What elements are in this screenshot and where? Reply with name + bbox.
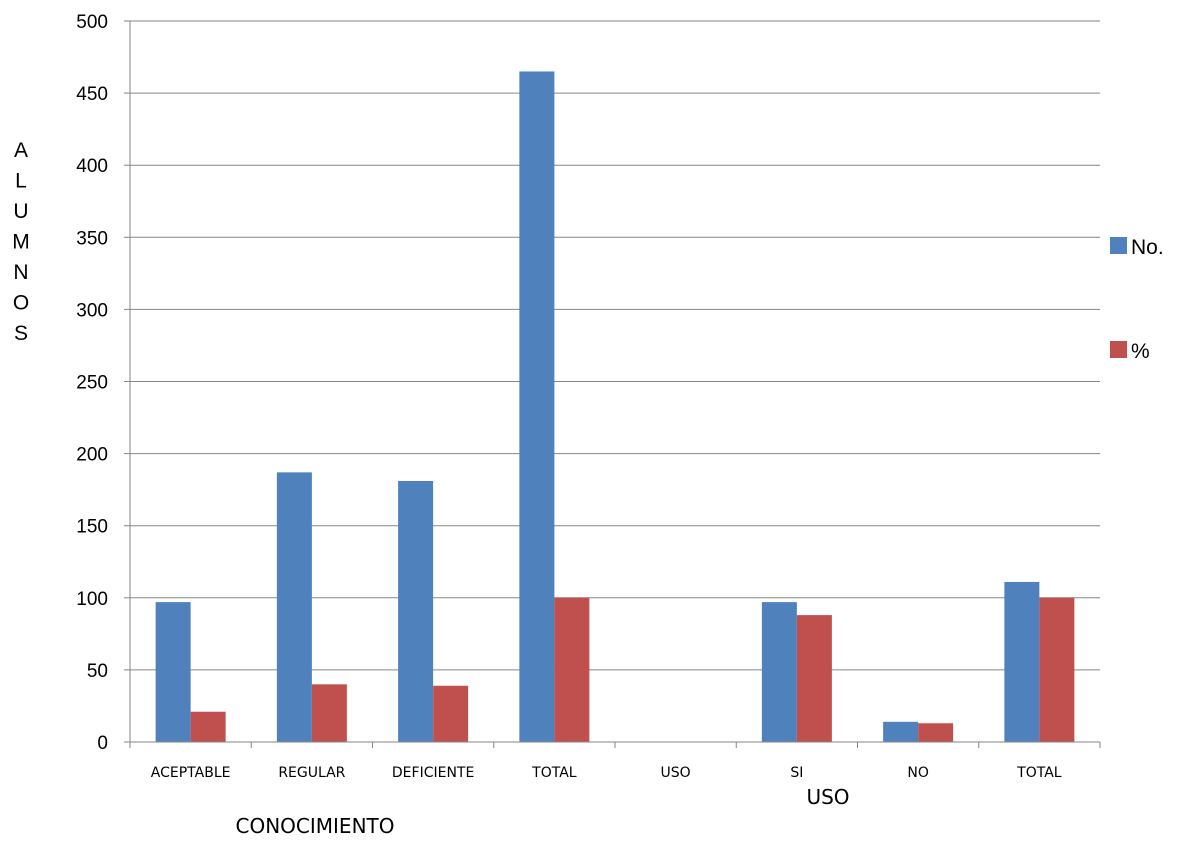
y-tick-label: 150 [76, 517, 108, 538]
bars [155, 71, 1075, 743]
y-axis-label-letter: U [13, 200, 28, 223]
legend-label-percent: % [1131, 340, 1150, 363]
y-axis-label-letter: A [14, 139, 28, 162]
x-category-labels: ACEPTABLE REGULAR DEFICIENTE TOTAL USO SI NO TO… [151, 765, 1062, 781]
y-tick-label: 450 [76, 84, 108, 105]
bar-percent-1 [190, 711, 226, 742]
group-label-conocimiento: CONOCIMIENTO [236, 814, 395, 838]
x-category-label: NO [907, 765, 929, 781]
bar-no-8 [1004, 581, 1040, 742]
x-category-label: USO [661, 765, 691, 781]
y-tick-label: 350 [76, 228, 108, 249]
y-tick-label: 200 [76, 445, 108, 466]
bar-no-6 [761, 602, 797, 742]
x-category-label: TOTAL [1016, 765, 1062, 781]
y-tick-label: 250 [76, 373, 108, 394]
bar-no-1 [155, 602, 191, 742]
bar-percent-2 [311, 684, 347, 742]
y-tick-label: 300 [76, 300, 108, 321]
legend-swatch-no [1110, 237, 1127, 254]
y-axis-label-letter: S [14, 322, 28, 345]
y-tick-label: 400 [76, 156, 108, 177]
legend-label-no: No. [1131, 236, 1164, 259]
legend: No.% [1110, 236, 1164, 363]
y-axis-label-letter: M [12, 231, 30, 254]
y-axis-label-letter: N [13, 261, 28, 284]
bar-percent-6 [796, 615, 832, 742]
group-label-uso: USO [806, 785, 849, 809]
y-tick-labels: 0 50 100 150 200 250 300 350 400 450 500 [76, 12, 108, 754]
bar-percent-8 [1039, 597, 1075, 742]
bar-percent-7 [918, 723, 954, 742]
y-axis-label-letter: L [15, 170, 27, 193]
x-category-label: SI [790, 765, 803, 781]
x-category-label: ACEPTABLE [151, 765, 231, 781]
x-category-label: REGULAR [278, 765, 345, 781]
bar-percent-4 [554, 597, 590, 742]
x-category-label: DEFICIENTE [392, 765, 474, 781]
bar-percent-3 [433, 685, 469, 742]
gridlines [130, 20, 1100, 671]
bar-no-4 [519, 71, 555, 743]
y-axis-label-letter: O [13, 292, 29, 315]
legend-swatch-percent [1110, 341, 1127, 358]
bar-no-2 [276, 472, 312, 742]
y-tick-label: 500 [76, 12, 108, 33]
y-tick-label: 0 [97, 733, 108, 754]
y-tick-label: 50 [87, 661, 108, 682]
y-tick-label: 100 [76, 589, 108, 610]
bar-no-3 [398, 480, 434, 742]
axes [124, 20, 1101, 748]
x-category-label: TOTAL [531, 765, 577, 781]
bar-no-7 [883, 721, 919, 742]
group-labels: CONOCIMIENTO USO [236, 785, 850, 838]
